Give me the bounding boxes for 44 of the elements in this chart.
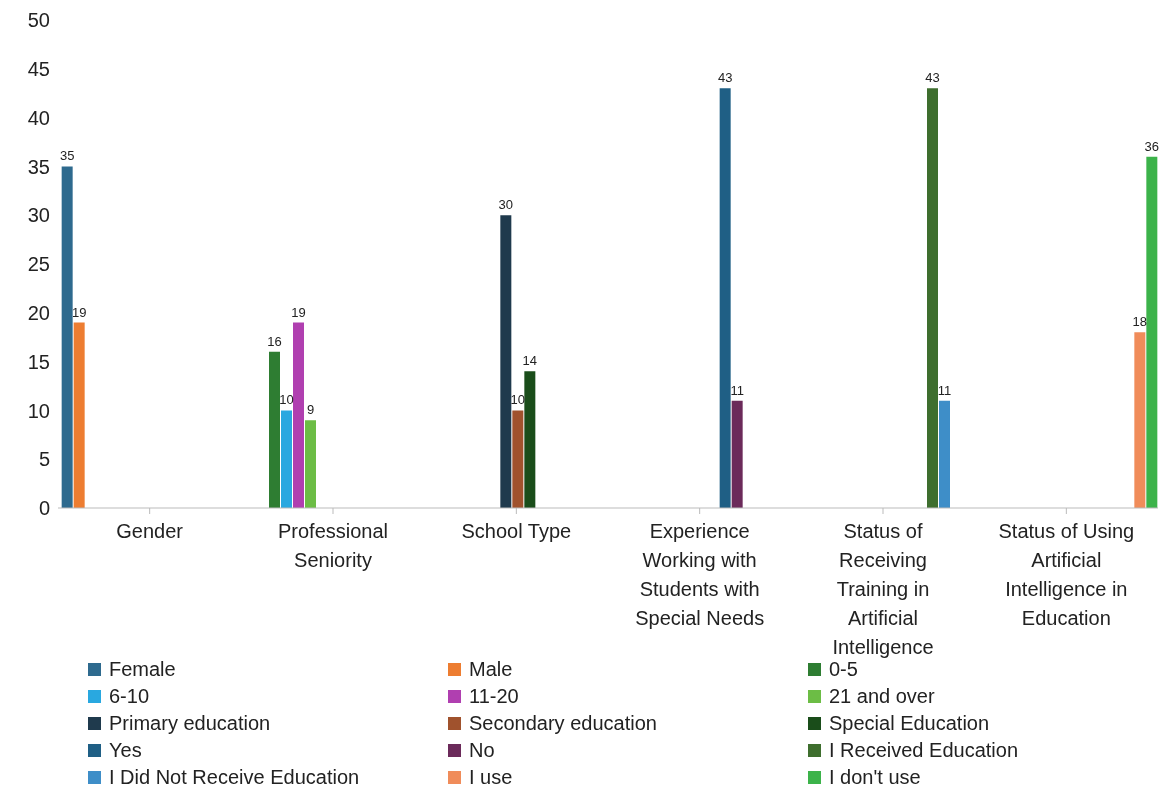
y-tick-label: 40: [27, 106, 50, 129]
data-label: 35: [59, 148, 75, 164]
x-tick-label: Status of Receiving Training in Artificial Intelligence: [832, 520, 934, 658]
data-label: 19: [71, 304, 87, 320]
data-label: 14: [522, 353, 538, 369]
data-label: 11: [730, 382, 744, 398]
data-label: 11: [937, 382, 952, 398]
legend-label: Female: [109, 658, 176, 681]
y-tick-label: 45: [27, 57, 50, 80]
y-tick-label: 15: [27, 350, 50, 373]
data-label: 19: [291, 304, 306, 320]
legend-label: Secondary education: [469, 712, 657, 735]
legend-label: I use: [469, 766, 513, 789]
y-tick-label: 5: [38, 448, 50, 471]
legend-label: 6-10: [109, 685, 150, 708]
legend-label: Male: [469, 658, 513, 681]
y-tick-label: 0: [38, 497, 50, 520]
x-tick-label: School Type: [461, 520, 572, 542]
legend-label: Primary education: [109, 712, 271, 735]
y-tick-label: 35: [27, 155, 50, 178]
legend-label: 0-5: [829, 658, 858, 681]
legend-label: 21 and over: [829, 685, 935, 708]
data-label: 36: [1144, 138, 1160, 154]
legend-label: I Received Education: [829, 739, 1019, 762]
y-tick-label: 25: [27, 253, 50, 276]
x-tick-label: Experience Working with Students with Special Needs: [635, 520, 765, 629]
legend-label: I don't use: [829, 766, 921, 789]
data-label: 16: [267, 333, 282, 349]
legend-label: No: [469, 739, 495, 762]
y-tick-label: 50: [27, 9, 50, 32]
legend-label: Yes: [109, 739, 142, 762]
x-tick-label: Gender: [116, 520, 184, 542]
y-tick-label: 20: [27, 301, 50, 324]
data-label: 30: [498, 197, 514, 213]
legend-label: 11-20: [469, 685, 519, 708]
x-tick-label: Professional Seniority: [277, 520, 389, 571]
data-label: 43: [925, 70, 940, 86]
legend-label: I Did Not Receive Education: [109, 766, 360, 789]
legend-label: Special Education: [829, 712, 990, 735]
y-tick-label: 30: [27, 204, 50, 227]
data-label: 43: [717, 70, 733, 86]
x-tick-label: Status of Using Artificial Intelligence in Education: [998, 520, 1135, 629]
data-label: 9: [306, 402, 315, 418]
y-tick-label: 10: [27, 399, 50, 422]
